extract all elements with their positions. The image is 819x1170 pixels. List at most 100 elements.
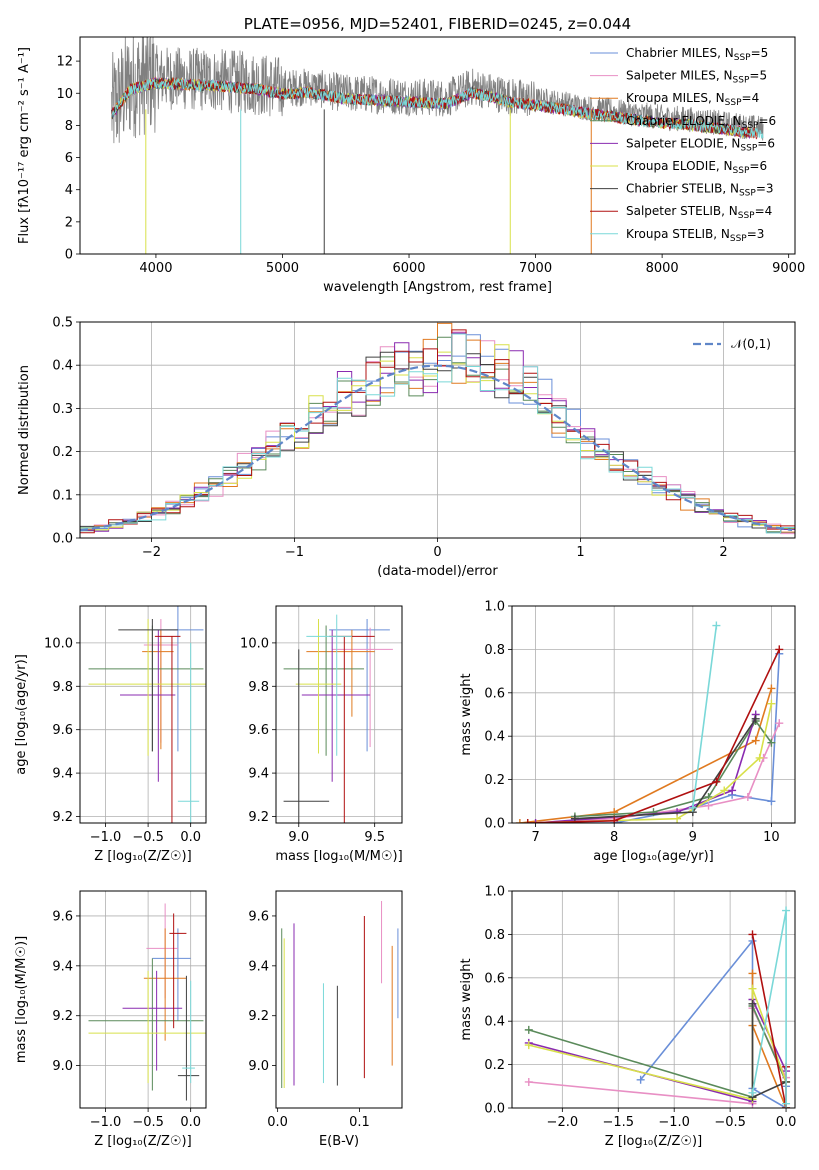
legend-entry: Salpeter MILES, NSSP=5: [626, 69, 767, 86]
y-axis-label: mass [log₁₀(M/M☉)]: [14, 936, 29, 1063]
weight-point-marker: [524, 1041, 533, 1050]
x-tick-label: 0.0: [180, 1115, 201, 1130]
x-tick-label: 5000: [266, 261, 299, 276]
y-tick-label: 9.2: [248, 1009, 269, 1024]
x-tick-label: 2: [719, 545, 727, 560]
legend-entry: Chabrier ELODIE, NSSP=6: [626, 114, 776, 131]
x-tick-label: 0: [433, 545, 441, 560]
y-tick-label: 2: [65, 215, 73, 230]
y-axis-label: age [log₁₀(age/yr)]: [14, 654, 29, 775]
y-tick-label: 9.4: [52, 767, 73, 782]
age-vs-weight-panel: 7 8 9 10 0.0 0.2 0.4 0.6 0.8 1.0 age [log₁₀(age/yr…: [459, 600, 796, 864]
z-vs-mass-panel: −1.0 −0.5 0.0 9.0 9.2 9.4 9.6 Z [log₁₀(Z/Z☉)] ma…: [14, 890, 207, 1149]
y-tick-label: 9.8: [248, 680, 269, 695]
y-tick-label: 0.8: [484, 928, 505, 943]
y-tick-label: 4: [65, 183, 73, 198]
weight-series-line: [574, 718, 757, 820]
y-tick-label: 9.4: [52, 959, 73, 974]
legend-entry: 𝒩(0,1): [731, 337, 771, 351]
y-tick-label: 0.2: [52, 445, 73, 460]
y-tick-label: 1.0: [484, 600, 505, 615]
x-tick-label: −1: [285, 545, 304, 560]
weight-series-line: [527, 653, 781, 823]
weight-point-marker: [720, 786, 729, 795]
weight-point-marker: [712, 621, 721, 630]
y-tick-label: 0.3: [52, 402, 73, 417]
weight-series-line: [528, 1007, 787, 1105]
y-tick-label: 9.6: [52, 723, 73, 738]
y-tick-label: 0.4: [484, 1015, 505, 1030]
y-tick-label: 9.2: [52, 810, 73, 825]
y-tick-label: 0.4: [484, 730, 505, 745]
x-axis-label: Z [log₁₀(Z/Z☉)]: [94, 849, 191, 864]
y-tick-label: 1.0: [484, 885, 505, 900]
y-tick-label: 0.5: [52, 316, 73, 331]
x-tick-label: −0.5: [714, 1115, 746, 1130]
x-tick-label: 9: [689, 830, 697, 845]
weight-point-marker: [748, 930, 757, 939]
x-tick-label: 0.0: [180, 830, 201, 845]
y-tick-label: 6: [65, 151, 73, 166]
x-tick-label: 7000: [519, 261, 552, 276]
axes-frame: [79, 321, 796, 539]
weight-point-marker: [767, 797, 776, 806]
weight-series-line: [528, 1005, 787, 1099]
model-spectrum-line: [111, 77, 764, 139]
weight-point-marker: [673, 814, 682, 823]
weight-series-line: [527, 649, 781, 823]
x-tick-label: 6000: [392, 261, 425, 276]
axes-frame: [79, 36, 796, 255]
x-axis-label: (data-model)/error: [377, 564, 498, 579]
x-axis-label: age [log₁₀(age/yr)]: [593, 849, 714, 864]
weight-point-marker: [743, 792, 752, 801]
x-tick-label: 0.1: [349, 1115, 370, 1130]
legend-entry: Kroupa MILES, NSSP=4: [626, 91, 759, 108]
weight-point-marker: [704, 801, 713, 810]
weight-point-marker: [782, 1099, 791, 1108]
x-tick-label: 4000: [139, 261, 172, 276]
weight-point-marker: [728, 786, 737, 795]
weight-series-line: [527, 722, 781, 823]
plot-area: [111, 37, 764, 254]
weight-point-marker: [767, 699, 776, 708]
y-tick-label: 0.0: [52, 532, 73, 547]
weight-point-marker: [767, 738, 776, 747]
weight-series-line: [574, 719, 773, 818]
x-tick-label: −1.0: [90, 830, 122, 845]
weight-point-marker: [782, 906, 791, 915]
y-tick-label: 12: [56, 55, 73, 70]
y-tick-label: 0.4: [52, 359, 73, 374]
x-axis-label: E(B-V): [319, 1134, 359, 1149]
weight-point-marker: [748, 999, 757, 1008]
plot-area: [283, 614, 393, 823]
y-tick-label: 9.2: [52, 1009, 73, 1024]
weight-point-marker: [688, 803, 697, 812]
plot-area: [88, 903, 206, 1101]
y-tick-label: 0.6: [484, 686, 505, 701]
y-tick-label: 9.4: [248, 959, 269, 974]
weight-series-line: [519, 688, 773, 823]
y-tick-label: 10: [56, 87, 73, 102]
y-tick-label: 9.0: [52, 1059, 73, 1074]
weight-point-marker: [531, 819, 540, 823]
axes-frame: [275, 605, 403, 824]
x-tick-label: 1: [576, 545, 584, 560]
x-tick-label: 0.0: [776, 1115, 797, 1130]
x-tick-label: −1.0: [90, 1115, 122, 1130]
x-tick-label: −2: [142, 545, 161, 560]
y-tick-label: 9.2: [248, 810, 269, 825]
legend-entry: Chabrier STELIB, NSSP=3: [626, 182, 774, 199]
axes-frame: [511, 890, 796, 1109]
y-tick-label: 0.2: [484, 773, 505, 788]
weight-point-marker: [751, 736, 760, 745]
x-axis-label: wavelength [Angstrom, rest frame]: [323, 280, 552, 295]
legend-entry: Salpeter ELODIE, NSSP=6: [626, 136, 775, 153]
x-tick-label: 0.0: [267, 1115, 288, 1130]
weight-point-marker: [515, 819, 524, 823]
y-tick-label: 9.6: [248, 909, 269, 924]
weight-point-marker: [524, 1025, 533, 1034]
weight-series-line: [692, 625, 718, 808]
legend-entry: Kroupa STELIB, NSSP=3: [626, 227, 764, 244]
x-tick-label: −2.0: [547, 1115, 579, 1130]
legend-entry: Salpeter STELIB, NSSP=4: [626, 204, 772, 221]
